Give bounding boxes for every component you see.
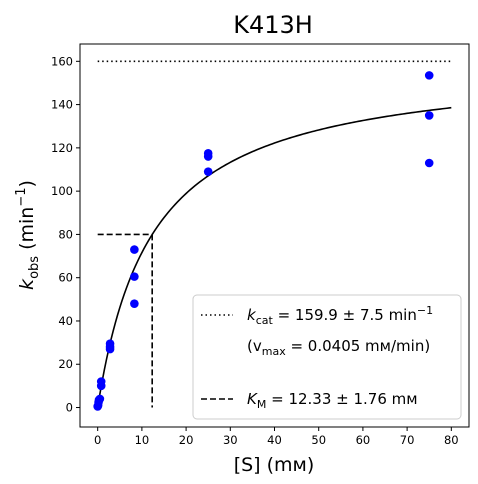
legend-vmax-label: (vmax = 0.0405 mм/min) bbox=[247, 337, 430, 358]
chart-title: K413H bbox=[233, 11, 313, 39]
data-point bbox=[130, 245, 139, 254]
reference-lines bbox=[97, 60, 452, 408]
fit-curve-group bbox=[96, 106, 452, 408]
y-tick-label: 140 bbox=[51, 98, 73, 112]
x-tick-label: 20 bbox=[179, 433, 194, 447]
y-tick-label: 100 bbox=[51, 184, 73, 198]
data-point bbox=[203, 167, 213, 176]
data-point bbox=[424, 158, 434, 168]
y-axis-label: kobs (min−1) bbox=[14, 180, 42, 290]
x-tick-label: 60 bbox=[356, 433, 371, 447]
x-tick-label: 30 bbox=[223, 433, 238, 447]
y-tick-label: 20 bbox=[58, 357, 73, 371]
data-point bbox=[130, 272, 139, 281]
data-point bbox=[424, 111, 434, 120]
y-tick-label: 40 bbox=[58, 314, 73, 328]
data-point bbox=[203, 148, 213, 158]
data-point bbox=[96, 377, 106, 386]
legend-box bbox=[192, 294, 462, 420]
x-axis-label: [S] (mм) bbox=[234, 454, 315, 476]
legend-km-label: KM = 12.33 ± 1.76 mм bbox=[247, 390, 418, 411]
x-tick-label: 10 bbox=[135, 433, 150, 447]
data-point bbox=[424, 71, 434, 80]
fit-curve bbox=[96, 106, 452, 408]
axis-ticks: 0 10 20 30 40 50 60 70 80 0 20 40 60 80 100 120 140 160 bbox=[51, 54, 459, 447]
legend: kcat = 159.9 ± 7.5 min−1 (vmax = 0.0405 … bbox=[192, 294, 462, 420]
legend-kcat-label: kcat = 159.9 ± 7.5 min−1 bbox=[247, 304, 433, 327]
data-point bbox=[130, 299, 139, 308]
y-tick-label: 160 bbox=[51, 54, 73, 68]
data-points bbox=[93, 71, 434, 411]
y-tick-label: 0 bbox=[66, 401, 73, 415]
x-tick-label: 40 bbox=[267, 433, 282, 447]
y-tick-label: 120 bbox=[51, 141, 73, 155]
data-point bbox=[105, 339, 115, 348]
y-tick-label: 60 bbox=[58, 271, 73, 285]
x-tick-label: 50 bbox=[311, 433, 326, 447]
data-point bbox=[95, 394, 105, 404]
x-tick-label: 80 bbox=[444, 433, 459, 447]
y-tick-label: 80 bbox=[58, 227, 73, 241]
x-tick-label: 0 bbox=[94, 433, 101, 447]
x-tick-label: 70 bbox=[400, 433, 415, 447]
